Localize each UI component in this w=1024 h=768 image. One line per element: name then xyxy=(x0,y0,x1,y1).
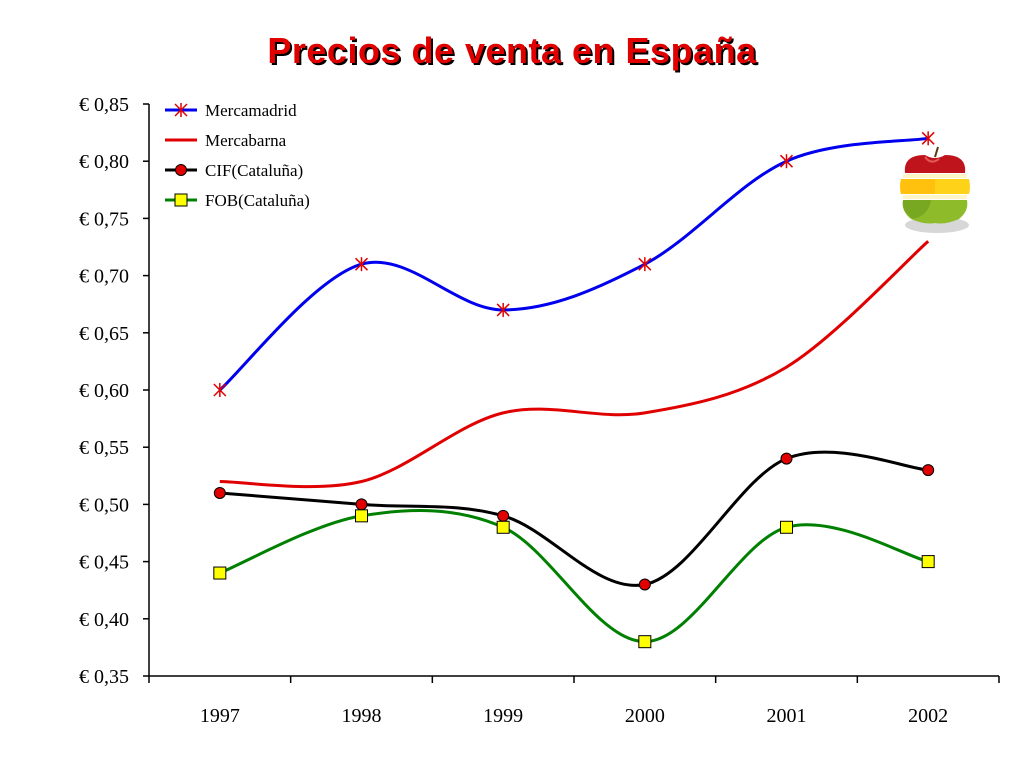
data-point xyxy=(638,578,651,591)
legend-entry: Mercabarna xyxy=(165,131,287,150)
series-line xyxy=(219,450,929,587)
x-tick-label: 2001 xyxy=(767,705,807,727)
data-point xyxy=(213,383,227,397)
legend-entry: CIF(Cataluña) xyxy=(165,161,303,180)
series-3 xyxy=(213,509,935,649)
data-point xyxy=(780,452,793,465)
legend-label: Mercabarna xyxy=(205,131,287,150)
legend-entry: Mercamadrid xyxy=(165,101,297,120)
legend-marker xyxy=(175,164,187,176)
data-point xyxy=(213,486,226,499)
data-point xyxy=(780,520,793,534)
data-point xyxy=(779,154,794,169)
series-line xyxy=(219,240,930,489)
y-tick-label: € 0,65 xyxy=(79,323,129,345)
data-point xyxy=(496,520,510,534)
y-tick-label: € 0,55 xyxy=(79,437,129,459)
sliced-apple-icon xyxy=(900,146,970,233)
data-point xyxy=(921,555,935,569)
legend-label: FOB(Cataluña) xyxy=(205,191,310,210)
y-tick-label: € 0,45 xyxy=(79,552,129,574)
legend-marker xyxy=(174,103,188,117)
y-tick-label: € 0,50 xyxy=(79,494,129,516)
series-line xyxy=(219,509,929,644)
legend-label: Mercamadrid xyxy=(205,101,297,120)
x-tick-label: 2002 xyxy=(908,705,948,727)
y-tick-label: € 0,40 xyxy=(79,609,129,631)
legend-marker xyxy=(174,193,188,207)
data-point xyxy=(354,257,369,272)
x-tick-label: 2000 xyxy=(625,705,665,727)
legend-label: CIF(Cataluña) xyxy=(205,161,303,180)
data-point xyxy=(355,509,368,523)
x-tick-label: 1997 xyxy=(200,705,240,727)
data-point xyxy=(638,635,652,649)
data-point xyxy=(497,509,510,522)
legend: Mercamadrid Mercabarna CIF(Cataluña) FOB(Ca… xyxy=(165,101,310,210)
data-point xyxy=(922,464,935,477)
data-point xyxy=(213,566,227,580)
series-2 xyxy=(213,450,935,591)
data-point xyxy=(355,498,368,511)
series-1 xyxy=(219,240,930,489)
y-tick-label: € 0,80 xyxy=(79,151,129,173)
y-tick-label: € 0,60 xyxy=(79,380,129,402)
y-tick-label: € 0,70 xyxy=(79,266,129,288)
x-tick-label: 1999 xyxy=(483,705,523,727)
legend-entry: FOB(Cataluña) xyxy=(165,191,310,210)
data-point xyxy=(496,302,510,317)
series-layer xyxy=(213,131,935,649)
chart-title: Precios de venta en España xyxy=(267,30,757,71)
axes: € 0,35 € 0,40 € 0,45 € 0,50 € 0,55 € 0,60 € 0,… xyxy=(79,94,1000,727)
y-tick-label: € 0,85 xyxy=(79,94,129,116)
data-point xyxy=(638,257,652,272)
series-0 xyxy=(213,131,935,397)
y-tick-label: € 0,75 xyxy=(79,208,129,230)
series-line xyxy=(218,136,929,392)
x-tick-label: 1998 xyxy=(342,705,382,727)
data-point xyxy=(921,131,935,146)
y-tick-label: € 0,35 xyxy=(79,666,129,688)
